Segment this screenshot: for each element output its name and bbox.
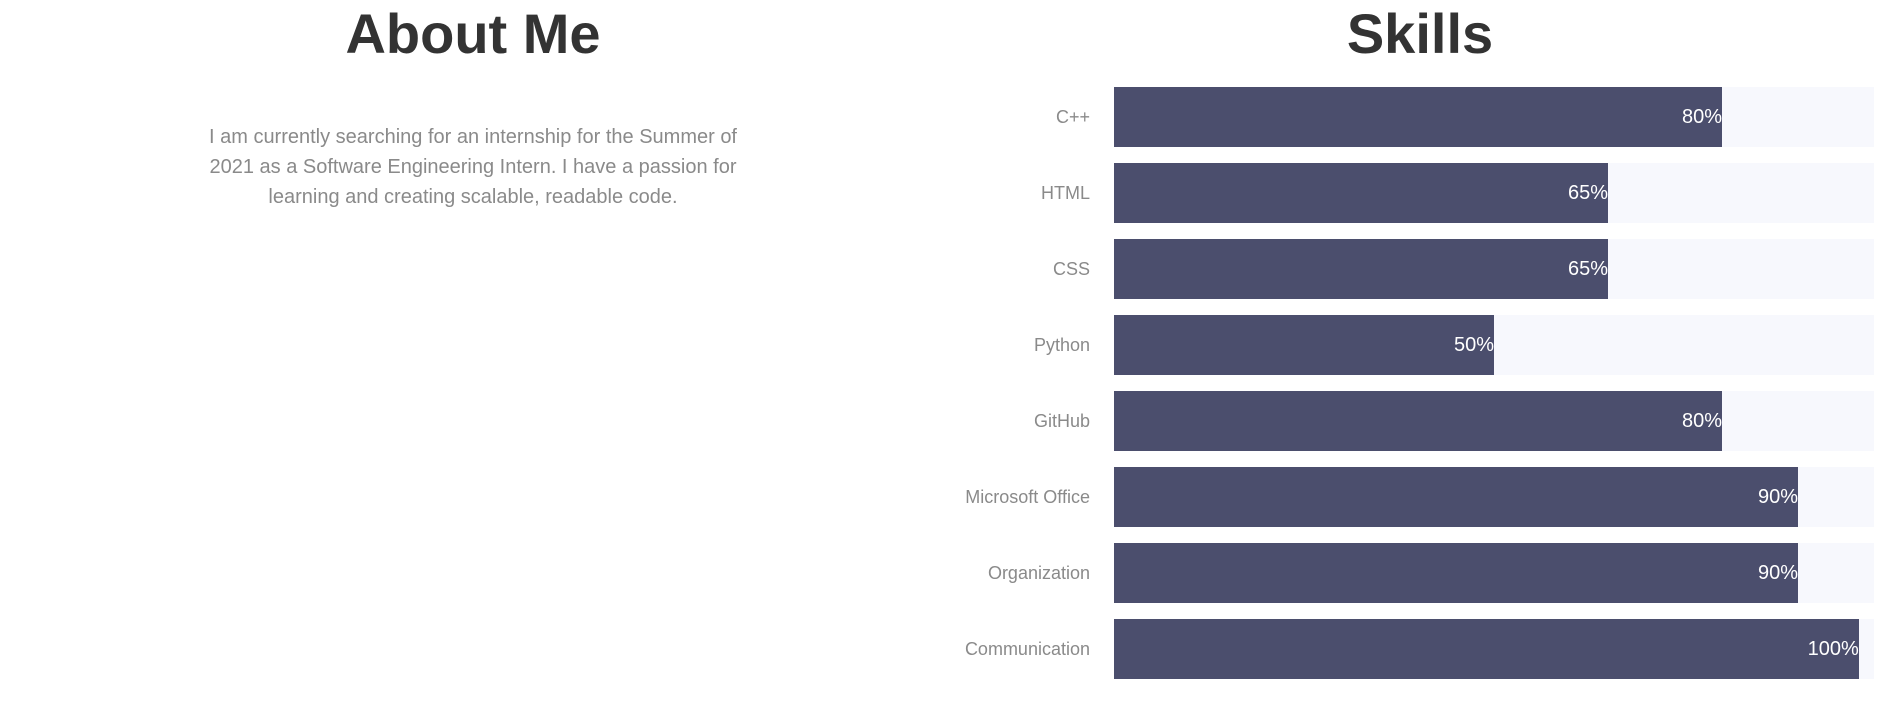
- skill-track: 90%: [1114, 467, 1874, 527]
- skill-row-organization: Organization 90%: [900, 543, 1893, 603]
- skill-percent: 50%: [1453, 334, 1494, 356]
- skill-track: 65%: [1114, 163, 1874, 223]
- skill-track: 100%: [1114, 619, 1874, 679]
- skill-track: 90%: [1114, 543, 1874, 603]
- skill-fill: 50%: [1114, 315, 1494, 375]
- skill-percent: 100%: [1807, 638, 1859, 660]
- skill-fill: 100%: [1114, 619, 1859, 679]
- skill-percent: 90%: [1757, 562, 1798, 584]
- skill-fill: 65%: [1114, 163, 1608, 223]
- skill-label: Communication: [964, 639, 1090, 659]
- skill-row-cpp: C++ 80%: [900, 87, 1893, 147]
- skill-row-python: Python 50%: [900, 315, 1893, 375]
- skill-label: C++: [1055, 107, 1090, 127]
- skill-percent: 80%: [1681, 410, 1722, 432]
- skill-fill: 80%: [1114, 391, 1722, 451]
- skill-percent: 90%: [1757, 486, 1798, 508]
- skill-percent: 65%: [1567, 258, 1608, 280]
- skill-track: 65%: [1114, 239, 1874, 299]
- skill-row-microsoft-office: Microsoft Office 90%: [900, 467, 1893, 527]
- skill-label: GitHub: [1033, 411, 1090, 431]
- skill-row-communication: Communication 100%: [900, 619, 1893, 679]
- skill-fill: 65%: [1114, 239, 1608, 299]
- skill-label: CSS: [1052, 259, 1090, 279]
- skill-row-css: CSS 65%: [900, 239, 1893, 299]
- skill-track: 80%: [1114, 87, 1874, 147]
- skill-track: 80%: [1114, 391, 1874, 451]
- skill-row-html: HTML 65%: [900, 163, 1893, 223]
- skill-label: Python: [1033, 335, 1090, 355]
- skill-label: HTML: [1041, 183, 1090, 203]
- skill-label: Microsoft Office: [965, 487, 1090, 507]
- skill-fill: 90%: [1114, 543, 1798, 603]
- skill-fill: 80%: [1114, 87, 1722, 147]
- skill-label: Organization: [987, 563, 1090, 583]
- skills-title: Skills: [1346, 2, 1494, 65]
- skill-track: 50%: [1114, 315, 1874, 375]
- skill-percent: 65%: [1567, 182, 1608, 204]
- skill-row-github: GitHub 80%: [900, 391, 1893, 451]
- skill-fill: 90%: [1114, 467, 1798, 527]
- about-text: I am currently searching for an internsh…: [208, 126, 737, 208]
- skill-percent: 80%: [1681, 106, 1722, 128]
- about-title: About Me: [345, 2, 601, 65]
